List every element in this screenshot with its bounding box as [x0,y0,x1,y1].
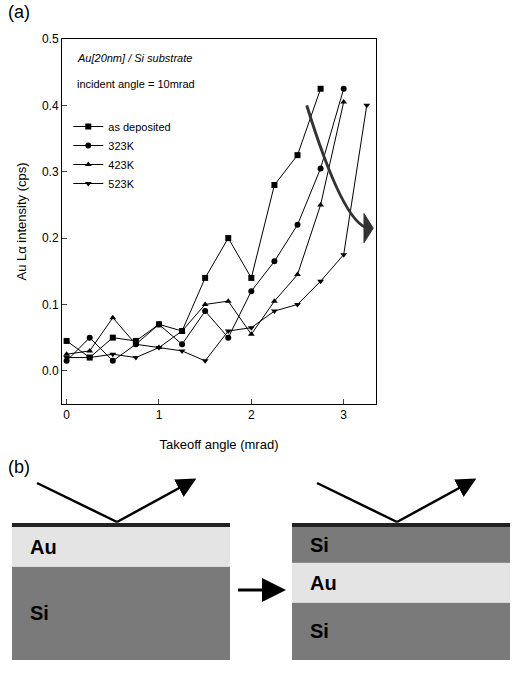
svg-text:523K: 523K [108,178,134,190]
svg-text:0: 0 [63,408,70,422]
svg-text:3: 3 [340,408,347,422]
svg-text:Takeoff angle (mrad): Takeoff angle (mrad) [160,437,279,452]
svg-text:0.3: 0.3 [42,165,59,179]
svg-text:2: 2 [248,408,255,422]
svg-text:Si: Si [310,534,329,556]
svg-text:Si: Si [30,602,49,624]
svg-text:323K: 323K [108,140,134,152]
svg-text:as deposited: as deposited [108,121,170,133]
svg-text:1: 1 [156,408,163,422]
svg-text:Si: Si [310,620,329,642]
svg-text:0.4: 0.4 [42,99,59,113]
svg-text:(b): (b) [8,457,30,477]
svg-text:Au: Au [310,572,337,594]
html-text:(a): (a) [8,2,30,22]
svg-text:0.2: 0.2 [42,231,59,245]
svg-text:incident angle = 10mrad: incident angle = 10mrad [77,78,195,90]
svg-text:423K: 423K [108,159,134,171]
svg-text:0.0: 0.0 [42,364,59,378]
svg-text:Au[20nm] / Si substrate: Au[20nm] / Si substrate [77,52,192,64]
svg-text:Au Lα intensity (cps): Au Lα intensity (cps) [14,162,29,280]
svg-text:0.1: 0.1 [42,298,59,312]
svg-text:0.5: 0.5 [42,32,59,46]
svg-text:Au: Au [30,536,57,558]
